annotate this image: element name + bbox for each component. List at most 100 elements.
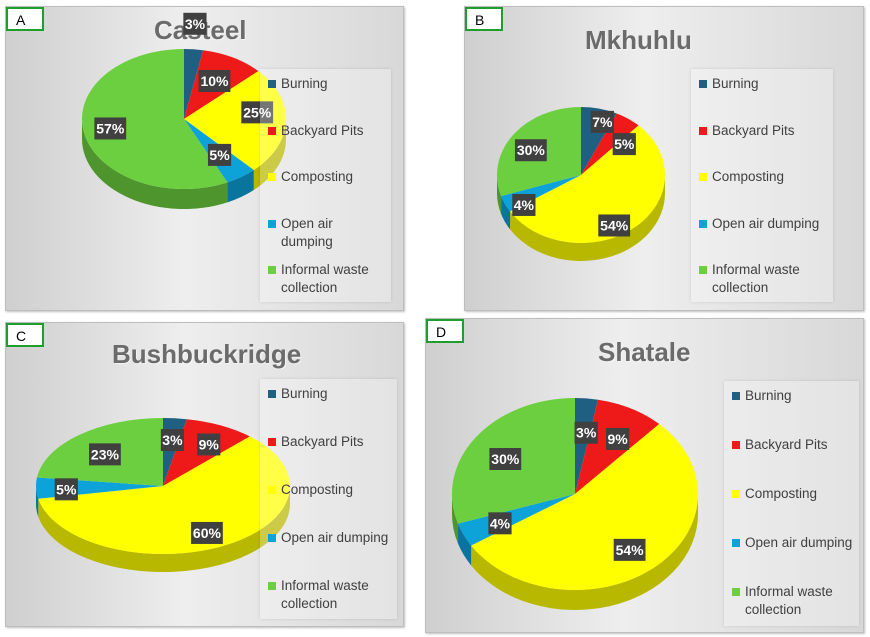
pie-depth: [82, 119, 286, 209]
pie-slice-side: [452, 494, 459, 544]
pie-depth: [36, 486, 291, 572]
legend-swatch: [699, 173, 707, 182]
legend-label: Burning: [745, 388, 792, 403]
legend-swatch: [732, 392, 740, 400]
legend-swatch: [699, 266, 707, 275]
data-label: 3%: [160, 429, 185, 452]
data-label: 54%: [598, 214, 631, 237]
chart-title: Shatale: [598, 337, 691, 367]
pie-chart: 3% 10% 25% 5% 57%: [82, 12, 286, 209]
data-label-text: 5%: [209, 147, 230, 163]
legend-swatch: [268, 266, 276, 275]
legend-label: Backyard Pits: [745, 437, 828, 452]
pie-slice-side: [510, 175, 665, 261]
chart-panel-bushbuckridge: C Bushbuckridge 3% 9% 60% 5% 23% Burning Back…: [5, 322, 404, 627]
pie-slice-composting: [38, 436, 290, 554]
data-label-text: 57%: [96, 120, 125, 136]
legend-label: Composting: [281, 169, 354, 185]
legend-label: Backyard Pits: [712, 122, 795, 138]
legend-label: Informal waste collection: [745, 584, 833, 617]
data-label-text: 4%: [514, 197, 535, 213]
data-label: 10%: [198, 69, 231, 92]
data-label: 25%: [241, 101, 274, 124]
data-label-text: 9%: [199, 436, 220, 452]
data-label-text: 25%: [243, 104, 272, 120]
legend-label: Burning: [281, 386, 328, 401]
legend-swatch: [268, 486, 276, 494]
data-label: 4%: [488, 512, 512, 535]
chart-panel-casteel: A Casteel 3%10%25%5%57% BurningBackyard …: [5, 6, 404, 311]
chart-legend: Burning Backyard Pits Composting Open air d…: [691, 69, 833, 302]
data-label: 7%: [590, 110, 614, 133]
chart-legend: Burning Backyard Pits Composting Open air d…: [724, 381, 859, 626]
data-label: 9%: [197, 433, 221, 456]
pie-slice-side: [253, 119, 286, 191]
pie-slice-side: [497, 175, 502, 215]
legend-swatch: [699, 126, 707, 135]
panel-tag: B: [465, 7, 503, 31]
data-label-text: 54%: [616, 542, 645, 558]
data-label: 4%: [512, 193, 536, 216]
panel-tag: A: [6, 7, 44, 31]
pie-slice-side: [38, 486, 291, 572]
legend-label: Open air dumping: [712, 215, 820, 231]
pie-slice-side: [501, 196, 511, 230]
data-label: 9%: [606, 427, 630, 450]
pie-chart: 7%5% 54% 4% 30%: [497, 107, 665, 261]
data-label-text: 5%: [614, 136, 635, 152]
legend-label: Open air dumping: [281, 215, 333, 249]
data-label: 5%: [612, 133, 636, 156]
legend-label: Burning: [281, 76, 328, 91]
data-label-text: 10%: [200, 73, 229, 89]
legend-swatch: [268, 390, 276, 398]
legend-swatch: [268, 219, 276, 228]
pie-slice-side: [458, 523, 472, 566]
chart-title: Bushbuckridge: [112, 339, 302, 369]
data-label-text: 5%: [56, 481, 77, 497]
legend-label: Backyard Pits: [281, 434, 364, 449]
data-label: 3%: [183, 12, 207, 35]
legend-swatch: [268, 126, 276, 135]
pie-depth: [497, 175, 665, 261]
legend-label: Open air dumping: [281, 530, 389, 545]
chart-legend: Burning Backyard Pits Composting Open air d…: [260, 69, 391, 302]
pie-chart: 3% 9% 60% 5% 23%: [36, 418, 291, 572]
data-label-text: 7%: [592, 114, 613, 130]
legend-label: Open air dumping: [745, 535, 853, 550]
pie-slice-open-air-dumping: [458, 494, 575, 546]
data-label-text: 30%: [517, 142, 546, 158]
legend-swatch: [732, 588, 740, 596]
data-label-text: 54%: [600, 217, 629, 233]
pie-slice-informal-waste-collection: [82, 49, 228, 189]
chart-title: Mkhuhlu: [585, 25, 692, 55]
legend-label: Backyard Pits: [281, 122, 364, 138]
pie-slice-burning: [184, 49, 204, 119]
data-label-text: 60%: [193, 525, 222, 541]
data-label-text: 3%: [576, 425, 597, 441]
legend-swatch: [268, 173, 276, 182]
data-label-text: 23%: [91, 446, 120, 462]
legend-swatch: [699, 219, 707, 228]
legend-swatch: [732, 490, 740, 498]
data-label-text: 3%: [162, 432, 183, 448]
chart-panel-shatale: D Shatale 3% 9% 54% 4% 30% Burning Backyard P…: [425, 318, 864, 633]
data-label: 54%: [613, 538, 646, 561]
pie-chart: 3% 9% 54% 4% 30%: [452, 398, 698, 610]
legend-swatch: [268, 582, 276, 590]
data-label-text: 9%: [608, 431, 629, 447]
pie-slice-side: [36, 486, 39, 517]
legend-swatch: [268, 438, 276, 446]
data-label: 5%: [207, 143, 232, 166]
data-label-text: 4%: [490, 515, 511, 531]
panel-tag: C: [6, 323, 44, 347]
data-label: 57%: [94, 117, 127, 140]
data-label: 30%: [489, 448, 522, 471]
pie-slice-side: [471, 494, 698, 610]
legend-label: Composting: [281, 482, 354, 497]
data-label: 30%: [514, 139, 547, 162]
legend-label: Informal waste collection: [712, 262, 800, 296]
legend-swatch: [268, 534, 276, 542]
legend-label: Burning: [712, 76, 759, 91]
legend-swatch: [699, 80, 707, 88]
pie-slice-backyard-pits: [581, 113, 639, 175]
